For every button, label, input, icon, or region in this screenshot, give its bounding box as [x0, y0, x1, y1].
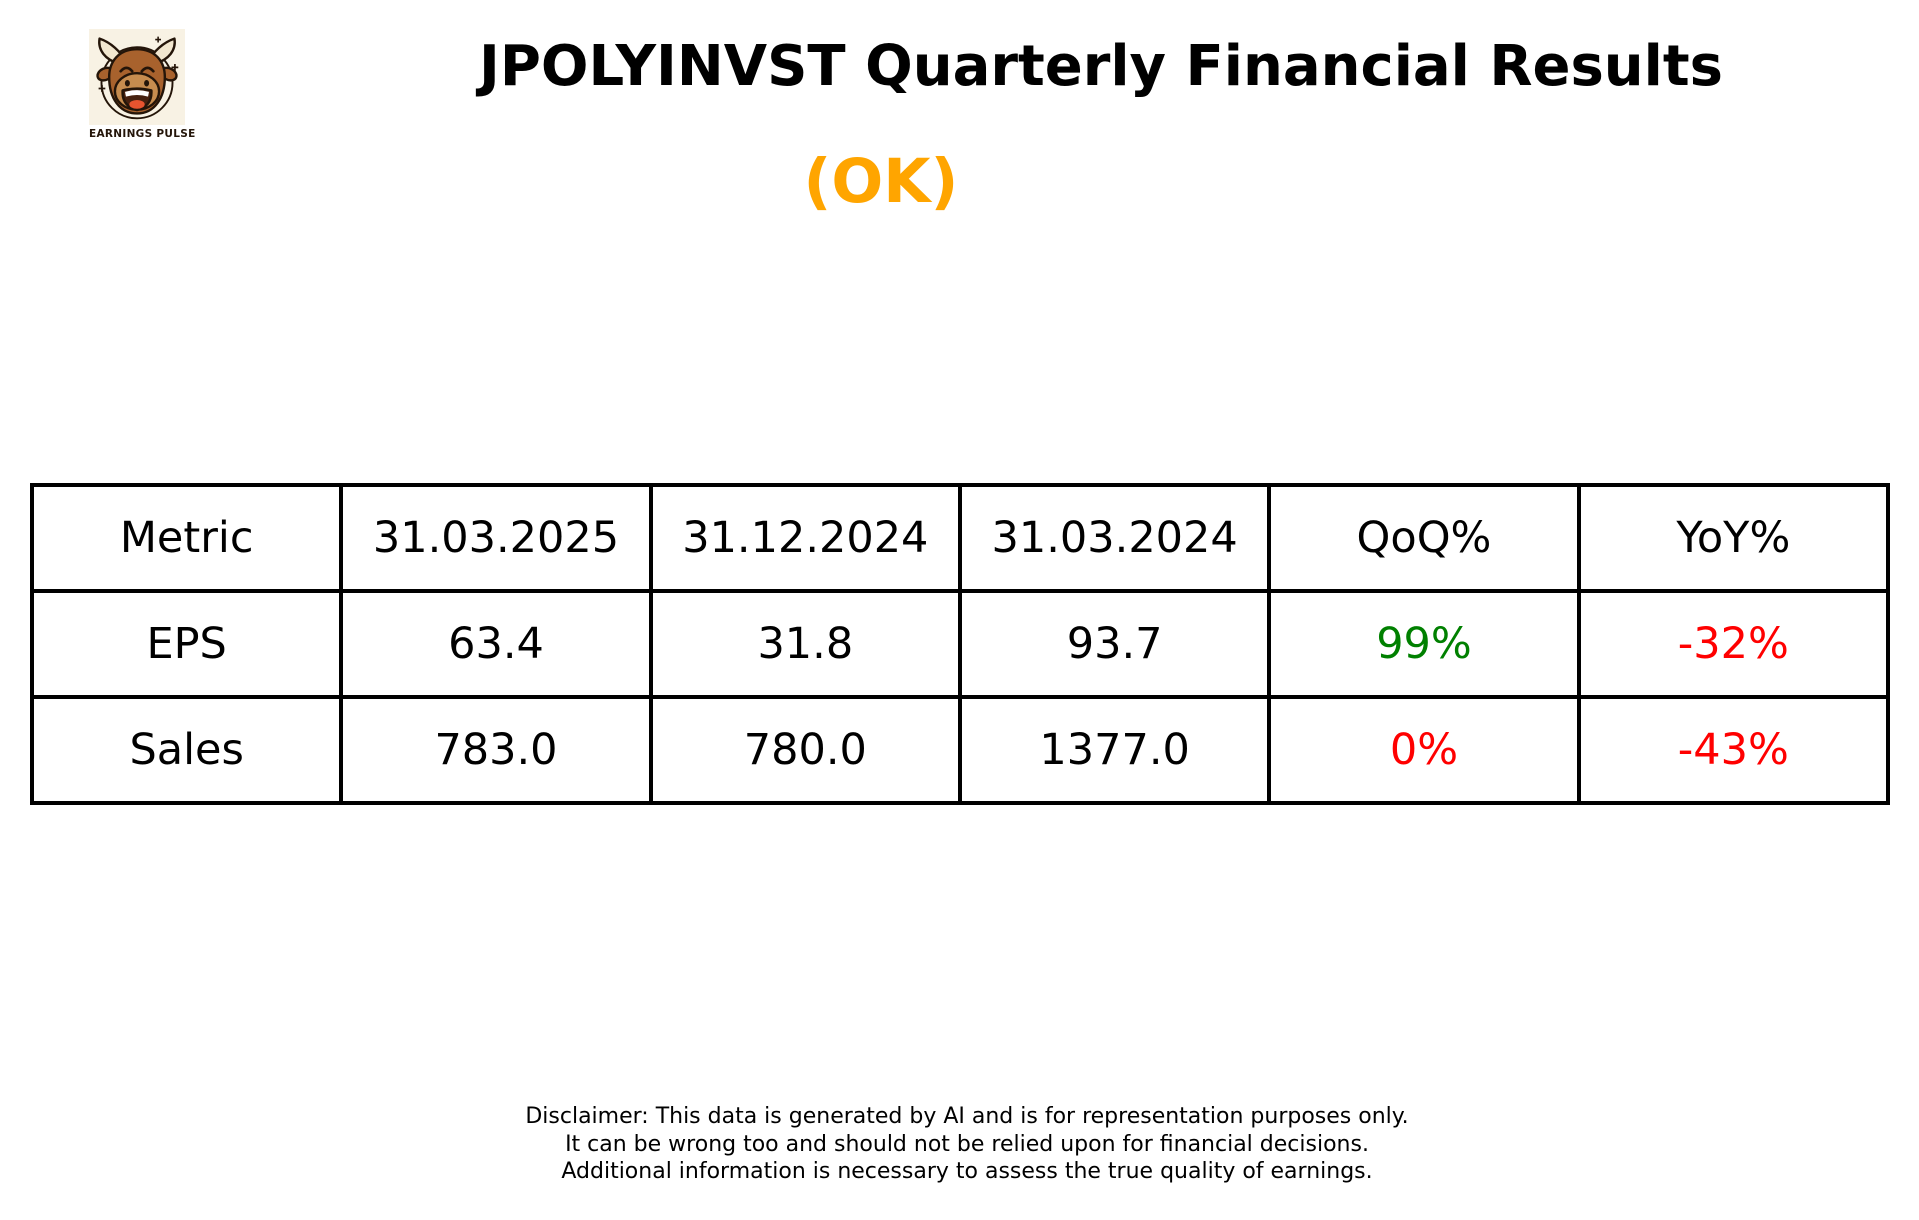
brand-name: EARNINGS PULSE	[89, 128, 196, 140]
cell-eps-q4-2024: 31.8	[648, 589, 962, 699]
page-title: JPOLYINVST Quarterly Financial Results	[479, 34, 1723, 99]
cell-sales-yoy: -43%	[1576, 695, 1891, 805]
column-header-q1-2024: 31.03.2024	[957, 483, 1272, 593]
column-header-yoy: YoY%	[1576, 483, 1891, 593]
cell-eps-q1-2025: 63.4	[339, 589, 653, 699]
cell-sales-q1-2024: 1377.0	[957, 695, 1272, 805]
table-row-sales: Sales 783.0 780.0 1377.0 0% -43%	[29, 695, 1891, 805]
table-header-row: Metric 31.03.2025 31.12.2024 31.03.2024 …	[29, 483, 1891, 593]
laughing-bull-icon	[89, 29, 185, 125]
column-header-metric: Metric	[29, 483, 344, 593]
cell-eps-yoy: -32%	[1576, 589, 1891, 699]
table-row-eps: EPS 63.4 31.8 93.7 99% -32%	[29, 589, 1891, 699]
verdict-badge: (OK)	[803, 146, 959, 217]
disclaimer-line: It can be wrong too and should not be re…	[565, 1131, 1369, 1157]
column-header-q1-2025: 31.03.2025	[339, 483, 653, 593]
cell-sales-q4-2024: 780.0	[648, 695, 962, 805]
cell-eps-qoq: 99%	[1267, 589, 1581, 699]
disclaimer-line: Disclaimer: This data is generated by AI…	[525, 1104, 1409, 1129]
cell-sales-qoq: 0%	[1267, 695, 1581, 805]
cell-sales-q1-2025: 783.0	[339, 695, 653, 805]
cell-sales-metric: Sales	[29, 695, 344, 805]
disclaimer-line: Additional information is necessary to a…	[561, 1159, 1373, 1184]
cell-eps-q1-2024: 93.7	[957, 589, 1272, 699]
brand-logo: EARNINGS PULSE	[89, 29, 196, 140]
disclaimer: Disclaimer: This data is generated by AI…	[525, 1103, 1408, 1186]
cell-eps-metric: EPS	[29, 589, 344, 699]
financial-results-table: Metric 31.03.2025 31.12.2024 31.03.2024 …	[29, 483, 1891, 805]
column-header-qoq: QoQ%	[1267, 483, 1581, 593]
column-header-q4-2024: 31.12.2024	[648, 483, 962, 593]
